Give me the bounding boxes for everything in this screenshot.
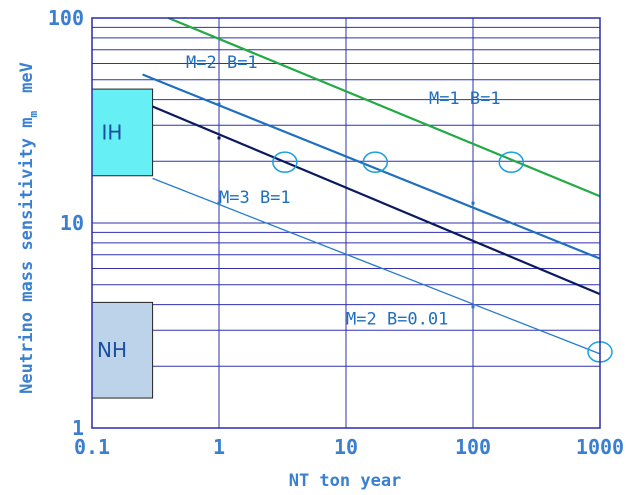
x-tick-label: 1 [213, 435, 225, 459]
series-annotation: M=2 B=0.01 [346, 309, 448, 329]
series-annotation: M=3 B=1 [219, 188, 291, 208]
series-line-m-3-b-1 [152, 105, 601, 296]
circle-marker [272, 151, 298, 173]
x-axis-label: NT ton year [289, 471, 402, 491]
x-tick-label: 0.1 [74, 435, 110, 459]
plot-frame [91, 17, 601, 429]
grid-lines [92, 18, 600, 428]
x-tick-label: 100 [455, 435, 491, 459]
x-tick-label: 1000 [576, 435, 624, 459]
mass-ordering-regions: IH NH [91, 88, 154, 399]
series-line-m-1-b-1 [168, 16, 601, 198]
y-axis-label-unit: meV [17, 62, 37, 93]
series-points [217, 102, 475, 309]
y-axis-label: Neutrino mass sensitivity mm meV [17, 62, 40, 394]
series-line-m-2-b-0-01 [152, 177, 601, 355]
series-lines [142, 16, 601, 355]
data-point [217, 102, 221, 106]
circle-marker [498, 151, 524, 173]
y-axis-label-sub: m [27, 111, 40, 118]
data-point [217, 136, 221, 140]
y-axis-label-main: Neutrino mass sensitivity m [17, 118, 37, 394]
x-tick-label: 10 [334, 435, 358, 459]
y-tick-label: 1 [72, 416, 84, 440]
region-nh [91, 301, 154, 399]
circle-marker [362, 151, 389, 173]
data-point [217, 201, 221, 205]
y-tick-label: 10 [60, 211, 84, 235]
series-annotation: M=1 B=1 [429, 89, 501, 109]
annotations: M=2 B=1 M=1 B=1 M=3 B=1 M=2 B=0.01 [186, 53, 501, 329]
region-label-ih: IH [102, 120, 123, 144]
region-label-nh: NH [97, 338, 127, 362]
svg-text:Neutrino mass sensitivity mmme: Neutrino mass sensitivity mm meV [17, 62, 40, 394]
data-point [471, 305, 475, 309]
y-tick-label: 100 [48, 6, 84, 30]
data-point [471, 201, 475, 205]
series-annotation: M=2 B=1 [186, 53, 258, 73]
